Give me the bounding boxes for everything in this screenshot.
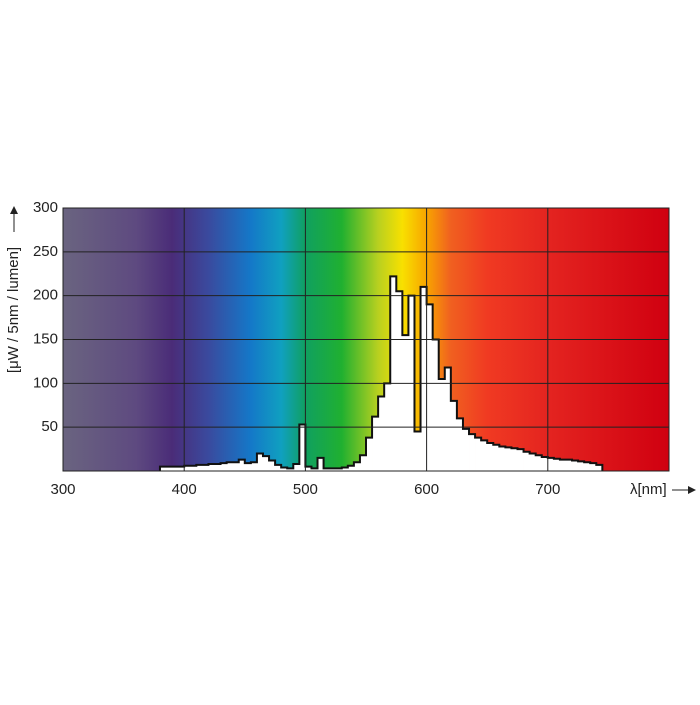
bar — [359, 455, 367, 471]
bar — [426, 304, 434, 471]
bar — [220, 463, 228, 471]
bar — [323, 468, 331, 471]
y-tick-label: 300 — [33, 199, 58, 216]
y-tick-label: 50 — [41, 418, 58, 435]
bar — [396, 291, 403, 471]
bar — [450, 400, 458, 471]
bar — [347, 465, 355, 471]
bar — [232, 462, 240, 471]
bar — [329, 468, 337, 471]
y-tick-label: 150 — [33, 330, 58, 347]
bar — [196, 464, 203, 471]
bar — [529, 453, 537, 471]
bar — [481, 440, 488, 471]
bar — [250, 462, 258, 471]
bar — [202, 464, 209, 471]
x-tick-label: 500 — [293, 481, 318, 498]
bar — [553, 458, 561, 471]
bar — [317, 457, 324, 471]
bar — [402, 335, 409, 471]
bar — [487, 442, 494, 471]
bar — [511, 448, 518, 471]
y-tick-label: 250 — [33, 243, 58, 260]
x-arrow — [672, 486, 696, 494]
bar — [584, 462, 591, 471]
bar — [456, 418, 464, 471]
bar — [541, 456, 549, 471]
bar — [390, 276, 397, 471]
bar — [366, 437, 373, 471]
x-tick-label: 700 — [535, 481, 560, 498]
bar — [262, 456, 270, 471]
bar — [244, 463, 252, 471]
bar — [190, 465, 197, 471]
bar — [493, 444, 500, 471]
bar — [184, 465, 191, 471]
x-tick-label: 300 — [50, 481, 75, 498]
bar — [596, 464, 603, 471]
bar — [208, 463, 215, 471]
bar — [444, 367, 452, 471]
bar — [299, 424, 306, 471]
bar — [578, 461, 585, 471]
bar — [559, 459, 567, 471]
y-arrow — [10, 206, 18, 232]
bar — [535, 455, 543, 471]
bar — [438, 378, 446, 471]
bar — [256, 453, 264, 471]
bar — [499, 446, 506, 471]
bar — [378, 396, 385, 471]
bar — [287, 468, 294, 471]
bar — [517, 449, 524, 471]
bar — [372, 416, 379, 471]
x-tick-label: 400 — [172, 481, 197, 498]
plot — [158, 275, 604, 471]
bar — [166, 466, 173, 471]
bar — [172, 466, 179, 471]
bar — [462, 428, 470, 471]
bar — [341, 467, 349, 471]
bar — [269, 460, 276, 471]
bar — [281, 467, 288, 471]
y-tick-label: 200 — [33, 287, 58, 304]
bar — [178, 466, 185, 471]
bar — [469, 434, 476, 471]
y-axis-label: [μW / 5nm / lumen] — [5, 247, 22, 373]
bar — [565, 459, 573, 471]
bar — [335, 468, 343, 471]
bar — [293, 463, 300, 471]
bar — [505, 447, 512, 471]
x-axis-label: λ[nm] — [630, 481, 667, 498]
bar — [420, 286, 427, 471]
bar — [311, 468, 318, 471]
bar — [275, 464, 282, 471]
bar — [475, 437, 482, 471]
bar — [305, 466, 312, 471]
bar — [590, 463, 597, 471]
bar — [523, 451, 531, 471]
bar — [572, 460, 579, 471]
bar — [432, 339, 440, 471]
bar — [547, 457, 555, 471]
y-tick-label: 100 — [33, 374, 58, 391]
bar — [414, 431, 421, 471]
bar — [226, 462, 234, 471]
x-tick-label: 600 — [414, 481, 439, 498]
bar — [159, 466, 167, 471]
bar — [238, 459, 246, 471]
bar — [353, 462, 361, 471]
bar — [214, 463, 221, 471]
outline — [158, 275, 604, 471]
